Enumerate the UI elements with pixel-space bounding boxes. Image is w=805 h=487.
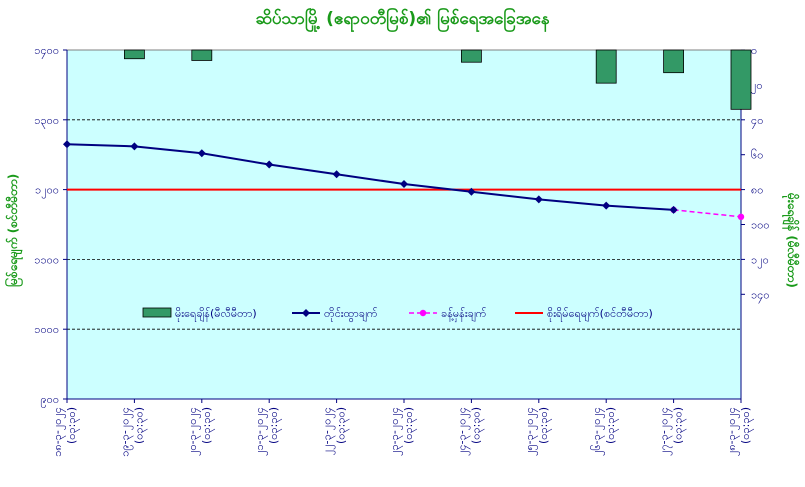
rainfall-bar	[595, 49, 617, 84]
legend-marker-forecast	[419, 309, 427, 317]
x-tick-label-time: (၀၃:၃၀)	[604, 407, 619, 444]
legend-marker-observed	[302, 309, 310, 317]
x-tick-label-time: (၀၃:၃၀)	[402, 407, 417, 444]
legend-label-observed: တိုင်းထွာချက်	[324, 307, 378, 322]
rainfall-bar	[124, 49, 145, 60]
left-tick-label: ၉၀၀	[40, 393, 59, 408]
observed-point	[534, 195, 543, 204]
x-tick-label-time: (၀၃:၃၀)	[132, 407, 147, 444]
observed-point	[467, 187, 476, 196]
right-tick-label: ၀	[751, 44, 757, 57]
right-tick-label: ၄၀	[751, 114, 763, 129]
x-tick-label: ၂၄-၃-၂၀၂၄	[455, 407, 470, 456]
left-tick-label: ၁၀၀၀	[34, 323, 59, 336]
x-tick-label-time: (၀၃:၃၀)	[739, 407, 754, 444]
x-tick-label-time: (၀၃:၃၀)	[65, 407, 80, 444]
plot-background	[66, 49, 742, 400]
x-tick-label-time: (၀၃:၃၀)	[469, 407, 484, 444]
x-tick-label: ၂၇-၃-၂၀၂၄	[658, 407, 673, 456]
observed-point	[197, 149, 206, 158]
left-tick-label: ၁၄၀၀	[34, 44, 59, 59]
right-tick-label: ၆၀	[751, 149, 763, 162]
observed-point	[400, 180, 408, 189]
x-tick-label-time: (၀၃:၃၀)	[335, 407, 350, 444]
legend-label-rainfall: မိုးရေချိန်(မီလီမီတာ)	[175, 307, 257, 322]
x-tick-label-time: (၀၃:၃၀)	[200, 407, 215, 444]
observed-point	[63, 140, 71, 149]
chart-title: ဆိပ်သာမြို့ (ဧရာဝတီမြစ်)၏ မြစ်ရေအခြေအနေ	[255, 9, 550, 29]
x-tick-label: ၂၆-၃-၂၀၂၄	[590, 407, 605, 456]
right-tick-label: ၂၀	[751, 79, 763, 94]
observed-point	[332, 170, 341, 179]
observed-point	[602, 201, 611, 210]
legend-label-warning: စိုးရိမ်ရေမျက်(စင်တီမီတာ)	[547, 307, 653, 322]
x-tick-label: ၂၅-၃-၂၀၂၄	[523, 407, 538, 456]
x-tick-label: ၂၁-၃-၂၀၂၄	[253, 407, 268, 456]
x-tick-label-time: (၀၃:၃၀)	[537, 407, 552, 444]
forecast-line	[673, 209, 742, 218]
x-tick-label: ၂၈-၃-၂၀၂၄	[725, 407, 740, 456]
legend-swatch-rainfall	[142, 307, 172, 318]
right-tick-label: ၈၀	[751, 184, 763, 197]
x-tick-label: ၁၈-၃-၂၀၂၄	[51, 407, 66, 457]
observed-point	[265, 160, 274, 169]
x-tick-label-time: (၀၃:၃၀)	[672, 407, 687, 444]
right-tick-label: ၁၄၀	[751, 288, 770, 303]
right-tick-label: ၁၀၀	[751, 219, 770, 232]
x-tick-label-time: (၀၃:၃၀)	[267, 407, 282, 444]
x-tick-label: ၂၀-၃-၂၀၂၄	[186, 407, 201, 456]
left-tick-label: ၁၃၀၀	[34, 114, 59, 129]
legend-label-forecast: ခန့်မှန်းချက်	[441, 307, 487, 322]
observed-point	[130, 142, 139, 151]
forecast-point	[737, 213, 745, 221]
observed-point	[669, 205, 678, 214]
rainfall-bar	[730, 49, 752, 110]
rainfall-bar	[191, 49, 213, 61]
left-tick-label: ၁၁၀၀	[34, 253, 59, 266]
x-tick-label: ၁၉-၃-၂၀၂၄	[118, 407, 133, 457]
left-tick-label: ၁၂၀၀	[35, 184, 59, 199]
y-axis-right-label: မိုးရေချိန် (မီလီမီတာ)	[785, 192, 799, 288]
x-tick-label: ၂၃-၃-၂၀၂၄	[388, 407, 403, 456]
right-tick-label: ၁၂၀	[751, 253, 769, 268]
observed-line	[66, 143, 674, 211]
rainfall-bar	[460, 49, 482, 63]
x-tick-label: ၂၂-၃-၂၀၂၄	[321, 407, 336, 455]
rainfall-bar	[663, 49, 684, 74]
